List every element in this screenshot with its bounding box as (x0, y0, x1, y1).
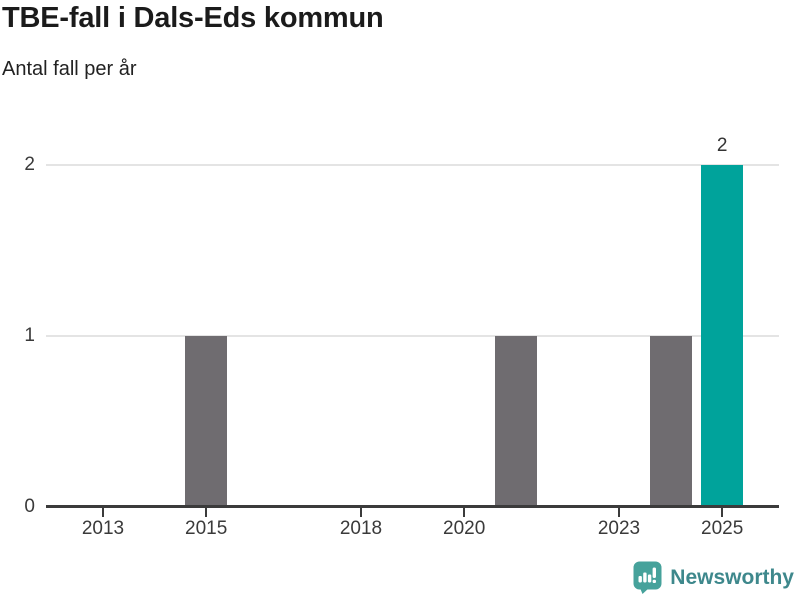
bar-value-label: 2 (716, 135, 728, 156)
bar-2024 (649, 336, 692, 507)
x-axis-label: 2020 (443, 518, 486, 539)
x-axis-tick (463, 508, 466, 517)
chart-title: TBE-fall i Dals-Eds kommun (2, 2, 384, 34)
brand-name: Newsworthy (670, 565, 794, 589)
x-axis-line (46, 505, 779, 508)
gridline-y1 (46, 335, 779, 337)
x-axis-tick (721, 508, 724, 517)
newsworthy-logo-icon (633, 561, 662, 594)
x-axis-label: 2025 (701, 518, 744, 539)
chart-subtitle: Antal fall per år (2, 58, 137, 80)
y-axis-label: 1 (24, 325, 35, 346)
bar-2025 (701, 165, 744, 507)
brand-footer: Newsworthy (633, 561, 794, 594)
y-axis-label: 0 (24, 496, 35, 517)
x-axis-tick (205, 508, 208, 517)
x-axis-tick (618, 508, 620, 517)
gridline-y2 (46, 164, 779, 166)
x-axis-label: 2018 (339, 518, 383, 539)
x-axis-label: 2023 (597, 518, 641, 539)
x-axis-tick (360, 508, 362, 517)
x-axis-label: 2015 (185, 518, 228, 539)
x-axis-label: 2013 (81, 518, 125, 539)
x-axis-tick (102, 508, 104, 517)
y-axis-label: 2 (24, 154, 35, 175)
bar-2015 (185, 336, 228, 507)
bar-2021 (494, 336, 537, 507)
